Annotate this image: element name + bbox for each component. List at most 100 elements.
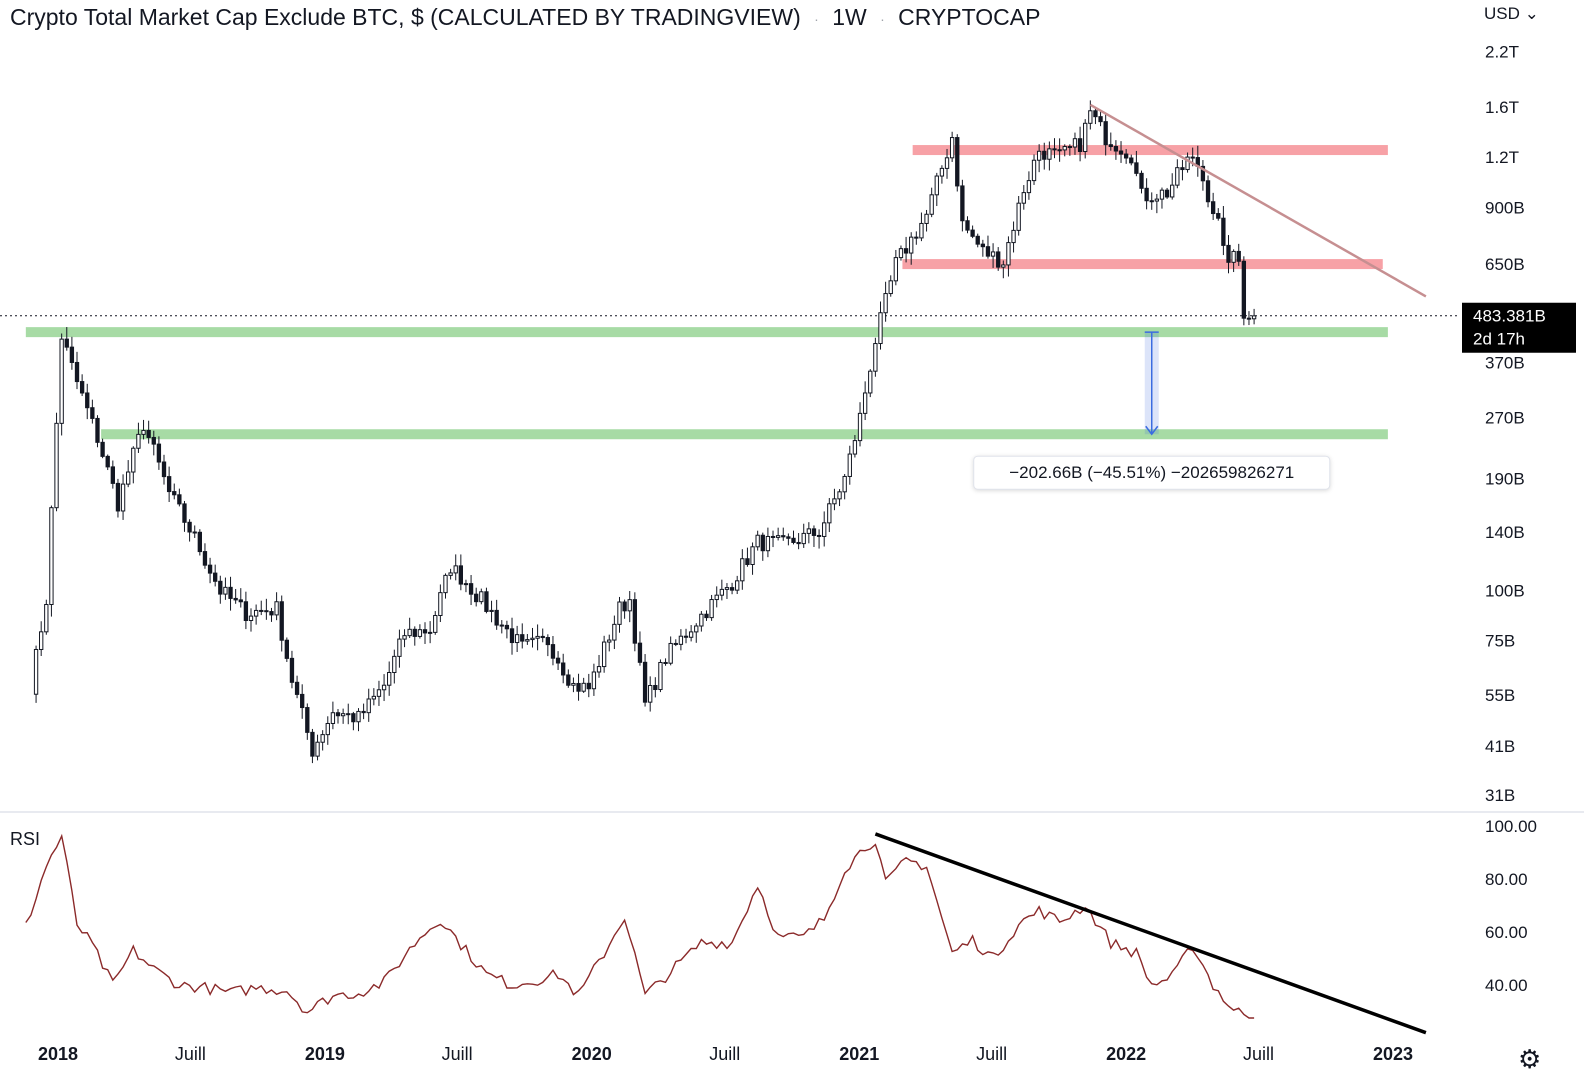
currency-selector[interactable]: USD ⌄ [1484,4,1539,24]
candle-up [340,713,346,717]
candle-up [714,594,719,601]
candle-up [571,682,576,686]
candle-down [146,429,151,438]
price-axis[interactable]: 2.2T 1.6T 1.2T 900B 650B 370B 270B 190B 140B 100B… [1485,42,1525,804]
candle-down [561,662,566,676]
candle-down [653,684,658,691]
rsi-axis[interactable]: 100.00 80.00 60.00 40.00 [1485,817,1537,995]
candle-down [95,417,100,443]
candle-down [566,674,571,686]
rsi-trendline [874,832,1427,1035]
candle-down [555,657,561,664]
candle-down [305,707,310,733]
candle-down [1134,162,1139,174]
candle-down [786,536,791,539]
candle-down [69,346,75,363]
candle-up [438,592,443,616]
candle-down [1210,201,1216,215]
time-tick-label: Juill [709,1044,740,1064]
candle-up [893,257,899,282]
candle-down [1129,157,1134,164]
candle-down [985,246,991,257]
symbol-label[interactable]: CRYPTOCAP [898,4,1041,30]
interval-label[interactable]: 1W [832,4,867,30]
candle-up [648,684,653,703]
candle-down [955,137,960,187]
time-tick-label: 2021 [839,1044,879,1064]
candle-down [100,441,105,457]
candle-up [44,604,49,633]
candle-down [289,657,295,683]
price-tick-label: 370B [1485,353,1525,372]
candle-up [54,422,59,509]
candle-up [765,535,771,552]
candle-down [279,601,284,641]
candle-up [535,635,540,639]
candle-up [402,635,407,640]
measure-tool[interactable]: −202.66B (−45.51%) −202659826271 [973,331,1331,490]
time-tick-label: 2022 [1106,1044,1146,1064]
candle-down [770,535,776,538]
current-price-label: 483.381B [1473,307,1546,326]
candle-down [269,611,274,616]
price-tick-label: 55B [1485,686,1515,705]
candle-up [1175,167,1180,186]
candle-down [637,642,643,663]
time-tick-label: 2020 [572,1044,612,1064]
candle-up [1016,202,1021,231]
candle-up [39,631,44,650]
price-tick-label: 100B [1485,582,1525,601]
candle-up [688,631,694,638]
candle-up [668,642,673,664]
candle-down [996,251,1001,268]
candle-down [228,586,233,599]
candle-up [1185,156,1190,171]
candle-up [735,580,740,591]
resistance-zone [912,145,1388,156]
rsi-tick-label: 40.00 [1485,976,1528,995]
candle-down [1093,110,1098,118]
candle-up [397,638,402,657]
candle-up [530,637,535,641]
candle-down [1052,148,1057,151]
candle-down [1118,150,1124,155]
candle-up [1047,148,1052,160]
candle-up [49,507,54,606]
candle-up [868,370,873,394]
time-tick-label: Juill [175,1044,206,1064]
candle-up [120,483,126,512]
candle-up [223,586,228,595]
gear-icon[interactable]: ⚙ [1518,1044,1542,1074]
price-trendline-layer[interactable] [1089,103,1427,298]
rsi-tick-label: 100.00 [1485,817,1537,836]
candle-up [658,661,663,691]
candle-down [197,531,202,553]
candle-up [581,682,586,692]
candle-down [1098,116,1103,123]
candle-down [663,661,668,664]
candle-up [678,635,684,645]
rsi-line [25,833,1255,1019]
candle-up [356,710,361,723]
candle-up [694,625,699,633]
candle-down [422,629,428,634]
candle-up [1006,242,1011,266]
candle-up [842,475,847,493]
candle-down [90,407,95,419]
candle-up [407,628,412,637]
candle-up [417,629,423,637]
candle-down [1190,156,1195,159]
candle-down [903,248,909,254]
candle-up [346,713,351,716]
price-tick-label: 31B [1485,786,1515,805]
candle-down [1216,213,1221,219]
time-axis[interactable]: 2018 Juill 2019 Juill 2020 Juill 2021 Juill 2022… [38,1044,1413,1064]
candle-down [213,572,218,582]
candle-up [832,498,837,505]
candle-up [1170,184,1175,198]
candle-up [990,251,996,257]
candle-up [857,412,863,442]
candle-down [509,628,515,644]
candle-down [1042,150,1047,160]
